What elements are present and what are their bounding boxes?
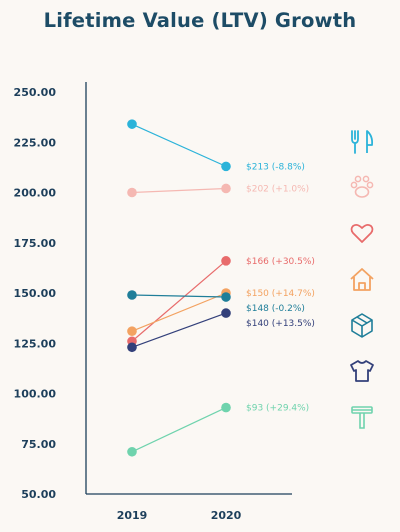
data-label: $140 (+13.5%) [246, 319, 315, 329]
data-label: $166 (+30.5%) [246, 257, 315, 267]
y-tick-label: 50.00 [21, 488, 56, 501]
data-label: $93 (+29.4%) [246, 404, 309, 414]
series-line [131, 407, 227, 453]
point-2020 [221, 183, 231, 194]
data-label: $213 (-8.8%) [246, 162, 305, 172]
house-icon [350, 268, 374, 291]
razor-icon [351, 406, 373, 429]
series-6: $93 (+29.4%) [127, 402, 309, 457]
y-axis-ticks: 50.00 75.00 100.00 125.00 150.00 175.00 200.00… [14, 86, 57, 501]
fork-knife-icon [351, 130, 374, 154]
point-2020 [221, 161, 231, 172]
data-label: $202 (+1.0%) [246, 184, 309, 194]
box-icon [351, 313, 373, 338]
point-2020 [221, 292, 231, 302]
y-tick-label: 225.00 [14, 136, 57, 149]
point-2019 [127, 326, 137, 336]
series-group: $213 (-8.8%) $202 (+1.0%) $166 (+30.5%) $15… [127, 119, 315, 457]
series-5: $140 (+13.5%) [127, 308, 315, 353]
point-2019 [127, 119, 137, 129]
legend-icons [350, 130, 374, 429]
series-4: $148 (-0.2%) [127, 290, 305, 314]
point-2019 [127, 342, 137, 353]
y-tick-label: 100.00 [14, 388, 57, 401]
series-0: $213 (-8.8%) [127, 119, 305, 172]
y-tick-label: 75.00 [21, 438, 56, 451]
point-2019 [127, 290, 137, 300]
point-2020 [221, 256, 231, 266]
y-tick-label: 250.00 [14, 86, 57, 99]
y-tick-label: 150.00 [14, 287, 57, 300]
paw-icon [350, 175, 374, 198]
data-label: $150 (+14.7%) [246, 289, 315, 299]
data-label: $148 (-0.2%) [246, 304, 305, 314]
y-tick-label: 175.00 [14, 237, 57, 250]
point-2019 [127, 187, 137, 198]
x-axis-ticks: 2019 2020 [117, 509, 242, 522]
x-tick-label: 2020 [211, 509, 242, 522]
series-line [131, 123, 227, 167]
series-line [131, 292, 227, 332]
series-line [131, 294, 227, 298]
series-line [131, 187, 227, 194]
y-tick-label: 200.00 [14, 187, 57, 200]
chart-title: Lifetime Value (LTV) Growth [44, 9, 357, 32]
point-2019 [127, 446, 137, 457]
shirt-icon [350, 360, 374, 382]
series-2: $166 (+30.5%) [127, 256, 315, 347]
series-1: $202 (+1.0%) [127, 183, 309, 198]
series-line [131, 312, 227, 348]
y-tick-label: 125.00 [14, 337, 57, 350]
point-2020 [221, 402, 231, 413]
series-line [131, 260, 227, 342]
x-tick-label: 2019 [117, 509, 148, 522]
point-2020 [221, 308, 231, 318]
heart-icon [350, 223, 374, 243]
